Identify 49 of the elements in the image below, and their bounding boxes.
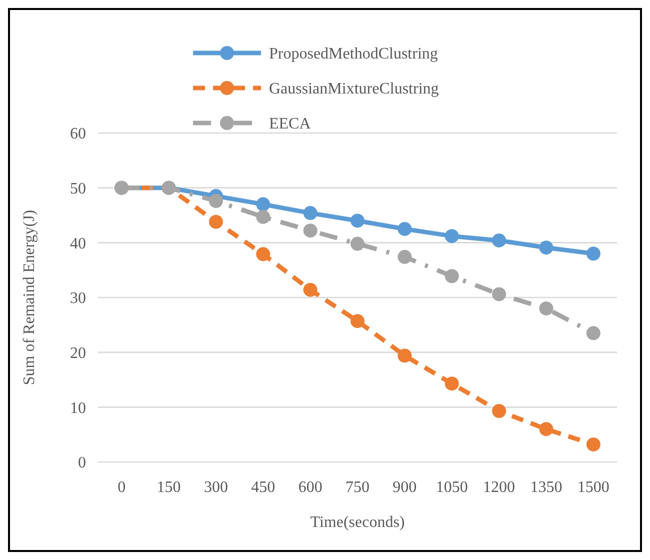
point xyxy=(398,222,412,236)
x-tick-label: 1350 xyxy=(530,479,562,496)
x-tick-label: 0 xyxy=(118,479,126,496)
y-tick-label: 60 xyxy=(70,126,86,143)
point xyxy=(444,229,459,244)
x-tick-label: 1200 xyxy=(483,479,516,496)
y-tick-label: 20 xyxy=(70,344,86,362)
point xyxy=(586,246,600,261)
x-tick-label: 300 xyxy=(204,479,228,496)
legend-label: EECA xyxy=(269,116,312,133)
point xyxy=(492,404,506,418)
point xyxy=(350,236,364,251)
point xyxy=(539,422,554,436)
point xyxy=(350,214,364,228)
x-tick-label: 150 xyxy=(156,479,181,496)
point xyxy=(350,314,364,328)
legend-label: GaussianMixtureClustring xyxy=(269,80,439,98)
y-axis-title: Sum of Remaind Energy(J) xyxy=(21,210,38,386)
x-tick-label: 450 xyxy=(251,479,276,496)
point xyxy=(208,194,223,208)
y-tick-label: 40 xyxy=(70,235,86,252)
point xyxy=(398,348,412,363)
y-tick-label: 10 xyxy=(70,400,86,417)
x-tick-label: 1050 xyxy=(436,479,468,496)
point xyxy=(444,269,459,284)
point xyxy=(492,287,506,302)
x-tick-label: 750 xyxy=(346,479,370,496)
point xyxy=(398,250,412,264)
point xyxy=(256,247,270,262)
x-tick-label: 900 xyxy=(392,479,417,496)
x-tick-label: 1500 xyxy=(577,479,610,496)
point xyxy=(256,210,270,224)
point xyxy=(303,206,318,220)
point xyxy=(586,437,600,452)
y-tick-label: 50 xyxy=(70,180,86,198)
point xyxy=(303,282,318,297)
point xyxy=(256,197,270,212)
x-axis-title: Time(seconds) xyxy=(310,514,405,531)
point xyxy=(539,240,554,255)
y-tick-label: 0 xyxy=(78,454,86,472)
x-tick-label: 600 xyxy=(298,479,322,496)
point xyxy=(539,301,554,316)
y-tick-label: 30 xyxy=(70,290,86,308)
point xyxy=(586,326,600,340)
point xyxy=(303,224,318,238)
point xyxy=(208,214,223,229)
point xyxy=(492,233,506,248)
legend-label: ProposedMethodClustring xyxy=(269,46,438,63)
point xyxy=(444,376,459,391)
